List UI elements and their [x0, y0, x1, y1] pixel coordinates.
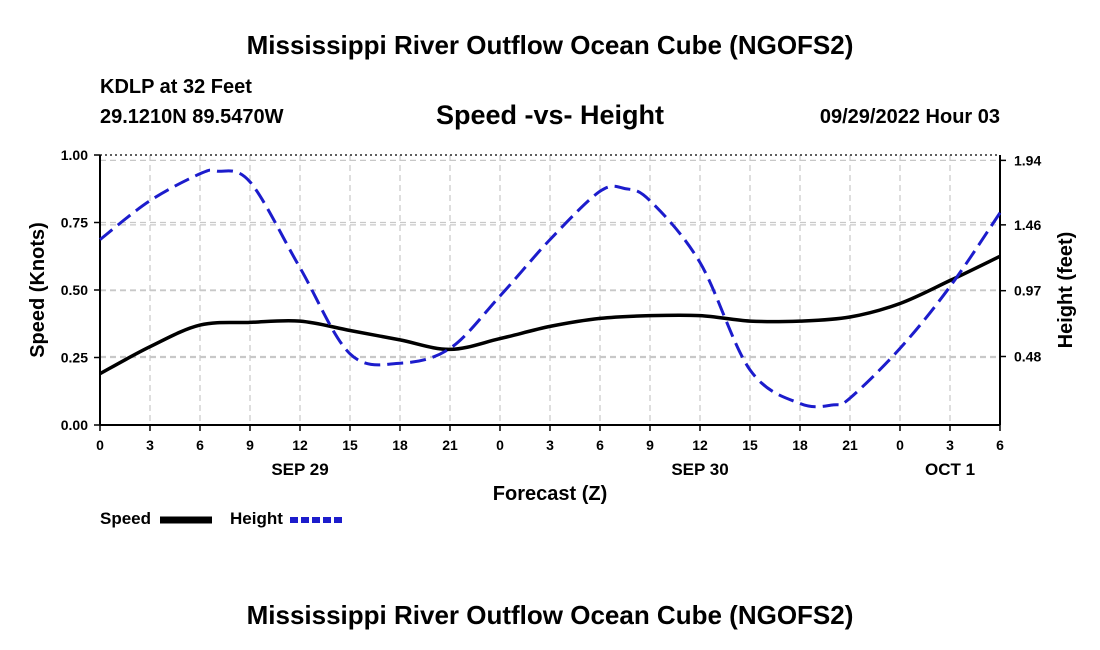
x-axis-title: Forecast (Z)	[493, 483, 607, 505]
chart-title: Mississippi River Outflow Ocean Cube (NG…	[246, 30, 854, 60]
station-label: KDLP at 32 Feet	[100, 76, 252, 98]
x-tick-label: 21	[442, 437, 458, 453]
x-tick-label: 6	[996, 437, 1004, 453]
x-tick-label: 12	[692, 437, 708, 453]
x-tick-label: 21	[842, 437, 858, 453]
x-tick-label: 15	[342, 437, 358, 453]
x-tick-label: 0	[96, 437, 104, 453]
y-tick-label: 0.00	[61, 417, 88, 433]
footer-title: Mississippi River Outflow Ocean Cube (NG…	[246, 600, 854, 630]
y-tick-label: 0.75	[61, 215, 88, 231]
y-tick-label: 1.00	[61, 147, 88, 163]
station-coords: 29.1210N 89.5470W	[100, 106, 284, 128]
y-tick-label: 0.25	[61, 350, 88, 366]
x-tick-label: 3	[946, 437, 954, 453]
day-label: SEP 29	[271, 460, 328, 479]
legend-height-label: Height	[230, 509, 283, 528]
chart-subtitle: Speed -vs- Height	[435, 100, 665, 130]
x-tick-label: 9	[246, 437, 254, 453]
y-axis-title: Speed (Knots)	[27, 222, 49, 358]
y2-tick-label: 1.94	[1014, 152, 1041, 168]
x-tick-label: 0	[896, 437, 904, 453]
day-label: OCT 1	[925, 460, 975, 479]
y2-tick-label: 0.97	[1014, 283, 1041, 299]
x-tick-label: 15	[742, 437, 758, 453]
y-tick-label: 0.50	[61, 282, 88, 298]
day-label: SEP 30	[671, 460, 728, 479]
y2-axis-title: Height (feet)	[1055, 232, 1077, 349]
x-tick-label: 9	[646, 437, 654, 453]
speed-height-chart: 0 3 6 9 12 15 18 21 0 3 6 9 12 15 18 21 0 3 6 SEP 29 SEP 30 O…	[27, 147, 1077, 524]
x-tick-label: 3	[546, 437, 554, 453]
x-tick-label: 18	[392, 437, 408, 453]
x-tick-label: 3	[146, 437, 154, 453]
x-tick-label: 6	[196, 437, 204, 453]
chart-datetime: 09/29/2022 Hour 03	[819, 106, 1000, 128]
y2-tick-label: 1.46	[1014, 217, 1041, 233]
legend-speed-label: Speed	[100, 509, 152, 528]
x-tick-label: 12	[292, 437, 308, 453]
x-tick-label: 18	[792, 437, 808, 453]
speed-series-line	[99, 254, 1001, 376]
x-tick-label: 0	[496, 437, 504, 453]
x-tick-label: 6	[596, 437, 604, 453]
height-series-line	[99, 168, 1002, 409]
y2-tick-label: 0.48	[1014, 348, 1041, 364]
